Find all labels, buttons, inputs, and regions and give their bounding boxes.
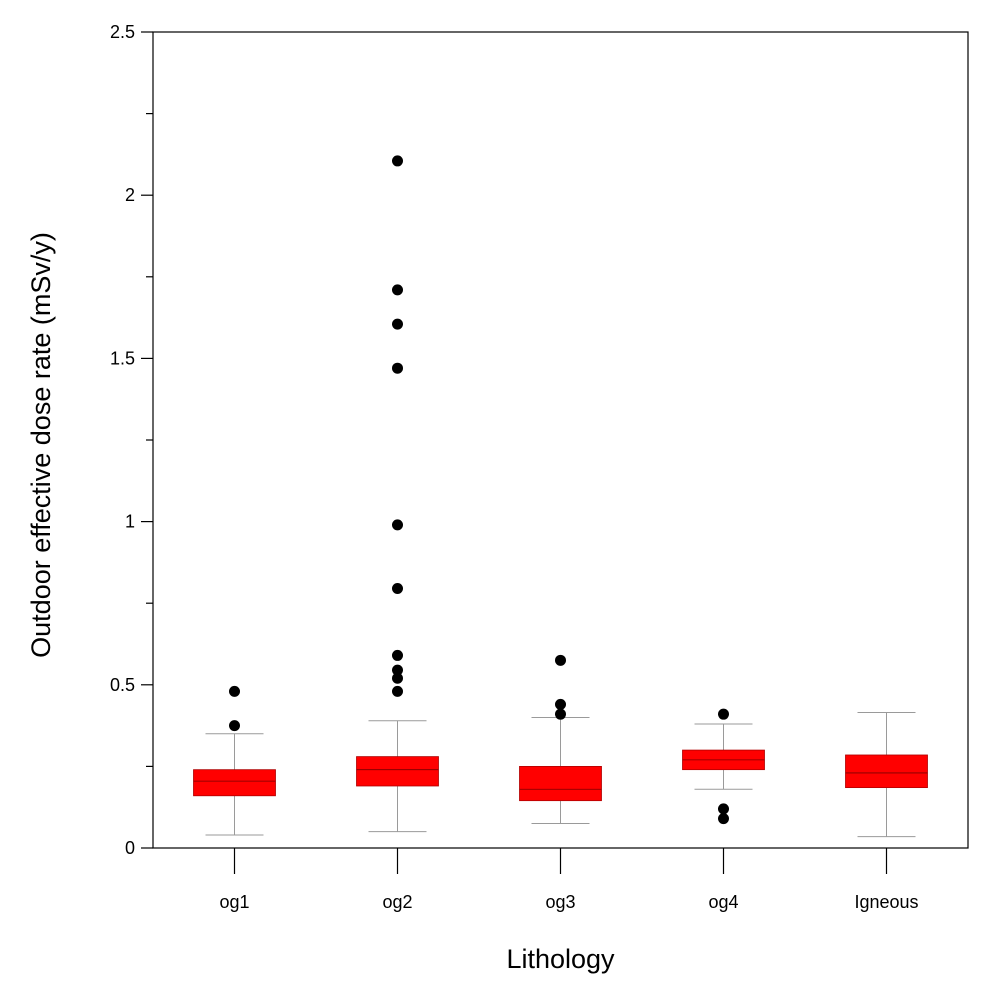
iqr-box [519, 766, 602, 802]
outlier-point [718, 708, 729, 720]
box-og2 [356, 155, 439, 833]
outlier-point [718, 803, 729, 815]
y-tick-label: 1 [125, 512, 135, 532]
outlier-point [555, 654, 566, 666]
outlier-point [392, 284, 403, 296]
outlier-point [392, 155, 403, 167]
box-og4 [682, 708, 765, 825]
x-axis-title: Lithology [506, 944, 615, 974]
y-tick-label: 0.5 [110, 675, 135, 695]
outlier-point [229, 685, 240, 697]
outlier-point [392, 519, 403, 531]
y-axis-ticks: 0 0.5 1 1.5 2 2.5 [110, 22, 153, 858]
y-tick-label: 2 [125, 185, 135, 205]
iqr-box [845, 754, 928, 789]
x-tick-label: og2 [382, 892, 412, 912]
box-igneous [845, 712, 928, 838]
outlier-point [555, 708, 566, 720]
outlier-point [555, 698, 566, 710]
outlier-point [392, 672, 403, 684]
outlier-point [718, 813, 729, 825]
y-tick-label: 0 [125, 838, 135, 858]
outlier-point [392, 318, 403, 330]
x-tick-label: og3 [545, 892, 575, 912]
outlier-point [392, 685, 403, 697]
iqr-box [193, 769, 276, 797]
box-series [193, 155, 928, 838]
outlier-point [392, 649, 403, 661]
x-tick-label: Igneous [854, 892, 918, 912]
iqr-box [356, 756, 439, 787]
x-tick-label: og4 [708, 892, 738, 912]
outlier-point [392, 362, 403, 374]
outlier-point [392, 583, 403, 595]
outlier-point [229, 720, 240, 732]
y-tick-label: 2.5 [110, 22, 135, 42]
box-og3 [519, 654, 602, 825]
y-tick-label: 1.5 [110, 348, 135, 368]
y-axis-title: Outdoor effective dose rate (mSv/y) [26, 232, 56, 658]
outlier-point [392, 664, 403, 676]
x-axis-ticks: og1 og2 og3 og4 Igneous [219, 848, 919, 912]
x-tick-label: og1 [219, 892, 249, 912]
box-og1 [193, 685, 276, 836]
